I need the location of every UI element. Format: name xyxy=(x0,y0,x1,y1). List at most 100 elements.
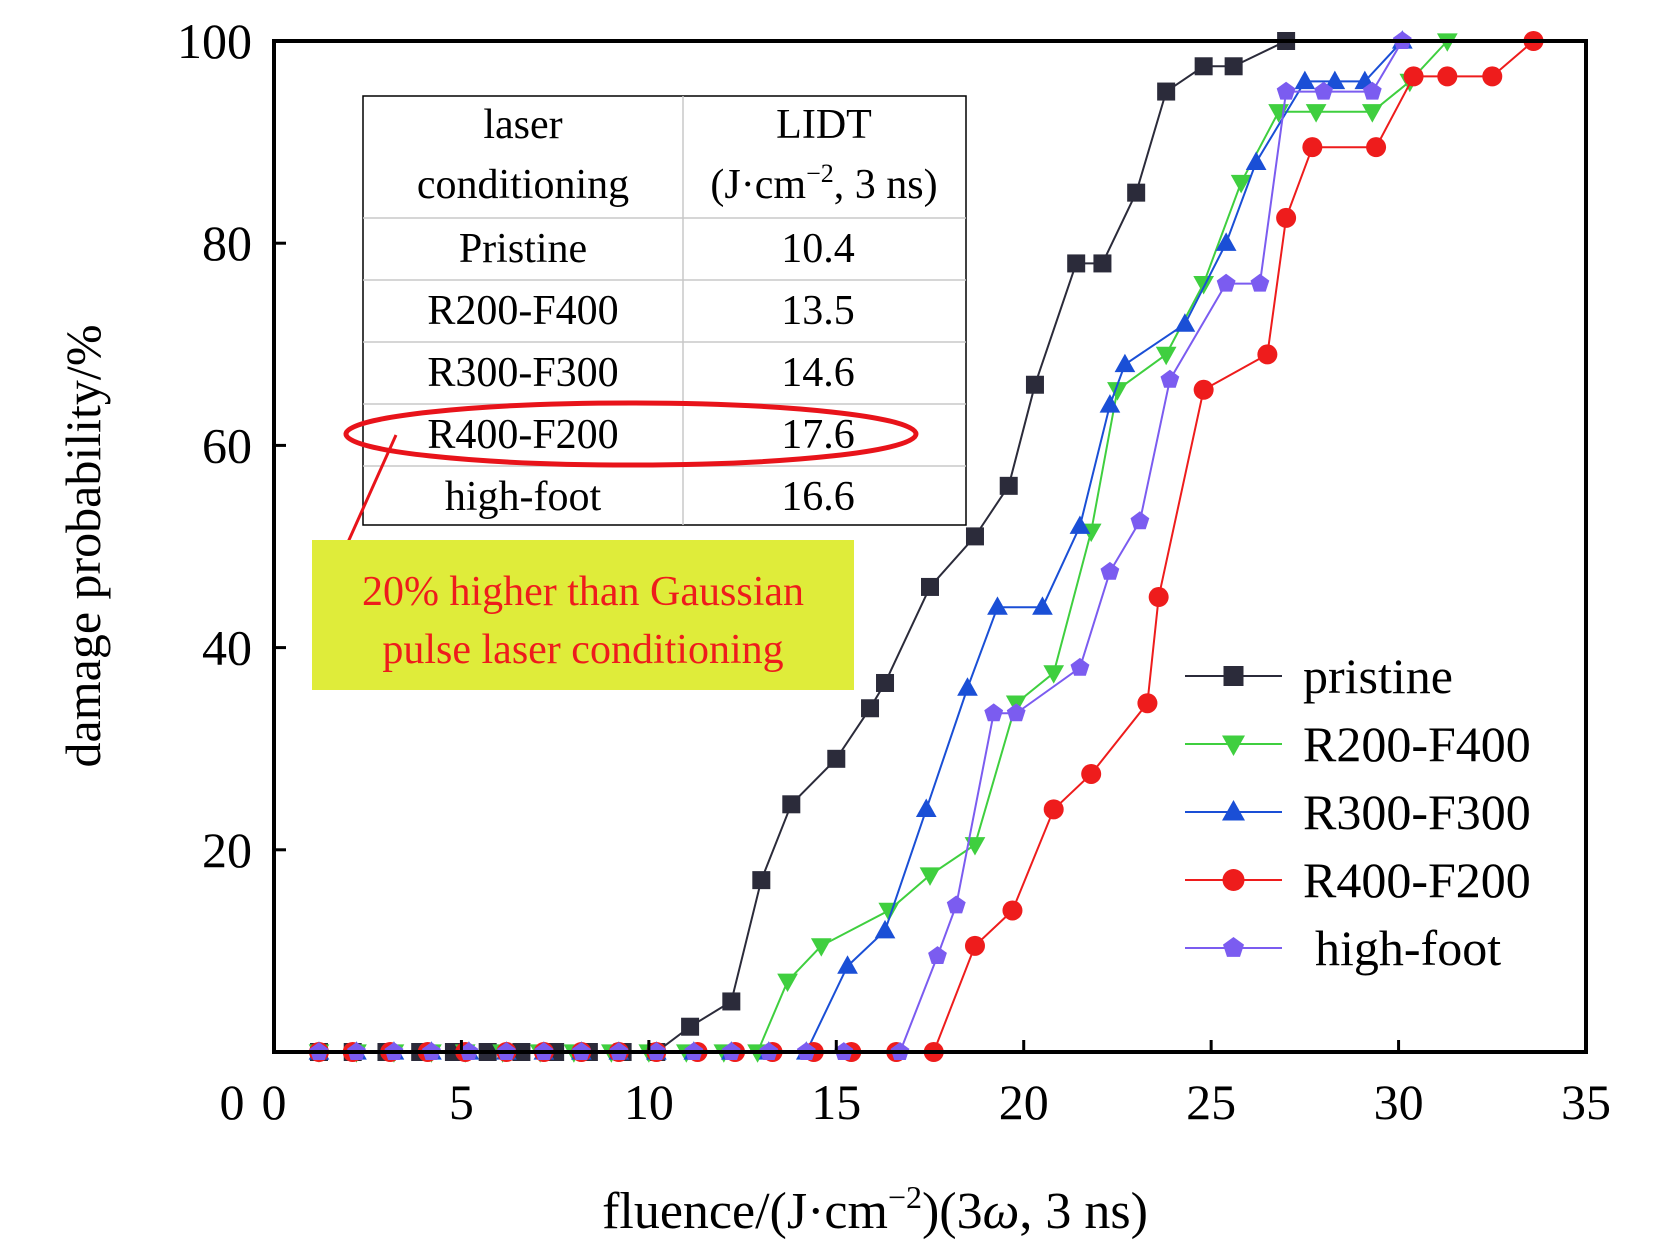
plot-frame xyxy=(272,39,1588,1054)
data-point xyxy=(1294,70,1316,90)
legend-item: R300-F300 xyxy=(1185,784,1531,840)
inset-table-row-value: 13.5 xyxy=(781,288,855,334)
x-tick-label: 0 xyxy=(262,1074,287,1130)
x-tick-label: 5 xyxy=(449,1074,474,1130)
data-point xyxy=(1070,657,1090,676)
legend-marker xyxy=(1223,666,1244,686)
data-point xyxy=(1482,66,1503,87)
data-point xyxy=(928,946,947,964)
data-point xyxy=(1216,273,1236,292)
y-tick-label: 60 xyxy=(202,417,252,473)
data-point xyxy=(1324,70,1346,90)
y-tick-label: 40 xyxy=(202,620,252,676)
inset-table-row-value: 10.4 xyxy=(781,226,855,272)
data-point xyxy=(1174,313,1196,332)
data-point xyxy=(1362,81,1382,100)
data-point xyxy=(752,871,771,890)
data-point xyxy=(964,837,986,856)
x-tick-label: 15 xyxy=(811,1074,861,1130)
legend-label: high-foot xyxy=(1315,920,1501,976)
annotation-line2: pulse laser conditioning xyxy=(382,627,783,673)
legend: pristine R200-F400 R300-F300 R400-F200 high-… xyxy=(1185,648,1531,976)
data-point xyxy=(1305,104,1327,123)
legend-item: R200-F400 xyxy=(1185,716,1531,772)
data-point xyxy=(1403,66,1424,87)
data-point xyxy=(1032,596,1053,615)
x-tick-label: 10 xyxy=(624,1074,674,1130)
data-point xyxy=(1067,254,1086,273)
data-point xyxy=(1081,763,1102,784)
y-tick-label: 80 xyxy=(202,215,252,271)
legend-label: pristine xyxy=(1303,648,1453,704)
data-point xyxy=(782,795,801,814)
data-point xyxy=(1107,382,1128,401)
inset-table-row-label: high-foot xyxy=(445,474,602,520)
data-point xyxy=(1069,515,1091,534)
y-tick-label: 0 xyxy=(220,1074,245,1130)
inset-table-row-label: Pristine xyxy=(459,226,587,272)
inset-table-header-col2-line2: (J·cm−2, 3 ns) xyxy=(710,159,937,208)
legend-item: R400-F200 xyxy=(1185,852,1531,908)
x-tick-label: 20 xyxy=(999,1074,1049,1130)
y-tick-label: 20 xyxy=(202,822,252,878)
data-point xyxy=(921,577,939,596)
data-point xyxy=(1215,232,1237,251)
legend-marker xyxy=(1222,800,1245,821)
data-point xyxy=(1157,82,1176,101)
data-point xyxy=(861,699,880,718)
data-point xyxy=(1257,344,1278,365)
inset-table-header-col1: laser xyxy=(483,102,562,148)
inset-table: laser conditioning LIDT (J·cm−2, 3 ns) P… xyxy=(362,95,967,526)
data-point xyxy=(1099,394,1121,413)
data-point xyxy=(874,919,896,939)
data-point xyxy=(1230,174,1252,194)
legend-marker xyxy=(1223,937,1244,957)
data-point xyxy=(1155,346,1177,366)
inset-table-header-col1-line2: conditioning xyxy=(417,162,629,208)
data-point xyxy=(965,527,984,546)
legend-label: R200-F400 xyxy=(1303,716,1531,772)
data-point xyxy=(984,703,1004,722)
data-point xyxy=(1193,379,1214,400)
data-point xyxy=(999,476,1018,495)
data-point xyxy=(1137,693,1158,714)
annotation-callout: 20% higher than Gaussian pulse laser con… xyxy=(312,540,854,690)
legend-label: R400-F200 xyxy=(1303,852,1531,908)
data-point xyxy=(827,749,846,768)
data-point xyxy=(915,798,937,818)
data-point xyxy=(957,677,978,696)
data-point xyxy=(1025,375,1044,394)
highlight-ellipse xyxy=(343,400,919,468)
legend-marker xyxy=(1222,735,1245,756)
data-point xyxy=(1302,137,1323,158)
data-point xyxy=(1127,183,1146,202)
data-point xyxy=(1314,81,1333,100)
data-point xyxy=(1006,703,1026,722)
annotation-line1: 20% higher than Gaussian xyxy=(362,569,804,615)
inset-table-row-label: R200-F400 xyxy=(427,288,618,334)
legend-marker xyxy=(1222,869,1245,891)
data-point xyxy=(1361,104,1383,123)
data-point xyxy=(1366,137,1387,158)
x-axis-label: fluence/(J·cm−2)(3ω, 3 ns) xyxy=(602,1179,1148,1240)
data-point xyxy=(1100,561,1120,580)
data-point xyxy=(1245,151,1267,170)
data-point xyxy=(1130,511,1150,530)
x-tick-label: 35 xyxy=(1561,1074,1611,1130)
inset-table-row-label: R300-F300 xyxy=(427,350,618,396)
data-point xyxy=(1043,799,1064,820)
data-point xyxy=(1276,207,1297,228)
x-tick-label: 30 xyxy=(1374,1074,1424,1130)
data-point xyxy=(1002,900,1023,921)
data-point xyxy=(876,673,895,692)
data-point xyxy=(1114,353,1136,373)
data-point xyxy=(919,867,941,886)
data-point xyxy=(1250,273,1270,292)
data-point xyxy=(1276,81,1296,100)
data-point xyxy=(964,935,985,956)
inset-table-header-col2: LIDT xyxy=(776,102,872,148)
inset-table-row-value: 14.6 xyxy=(781,350,855,396)
data-point xyxy=(1160,369,1180,388)
y-tick-label: 100 xyxy=(177,13,252,69)
data-point xyxy=(1148,587,1169,608)
